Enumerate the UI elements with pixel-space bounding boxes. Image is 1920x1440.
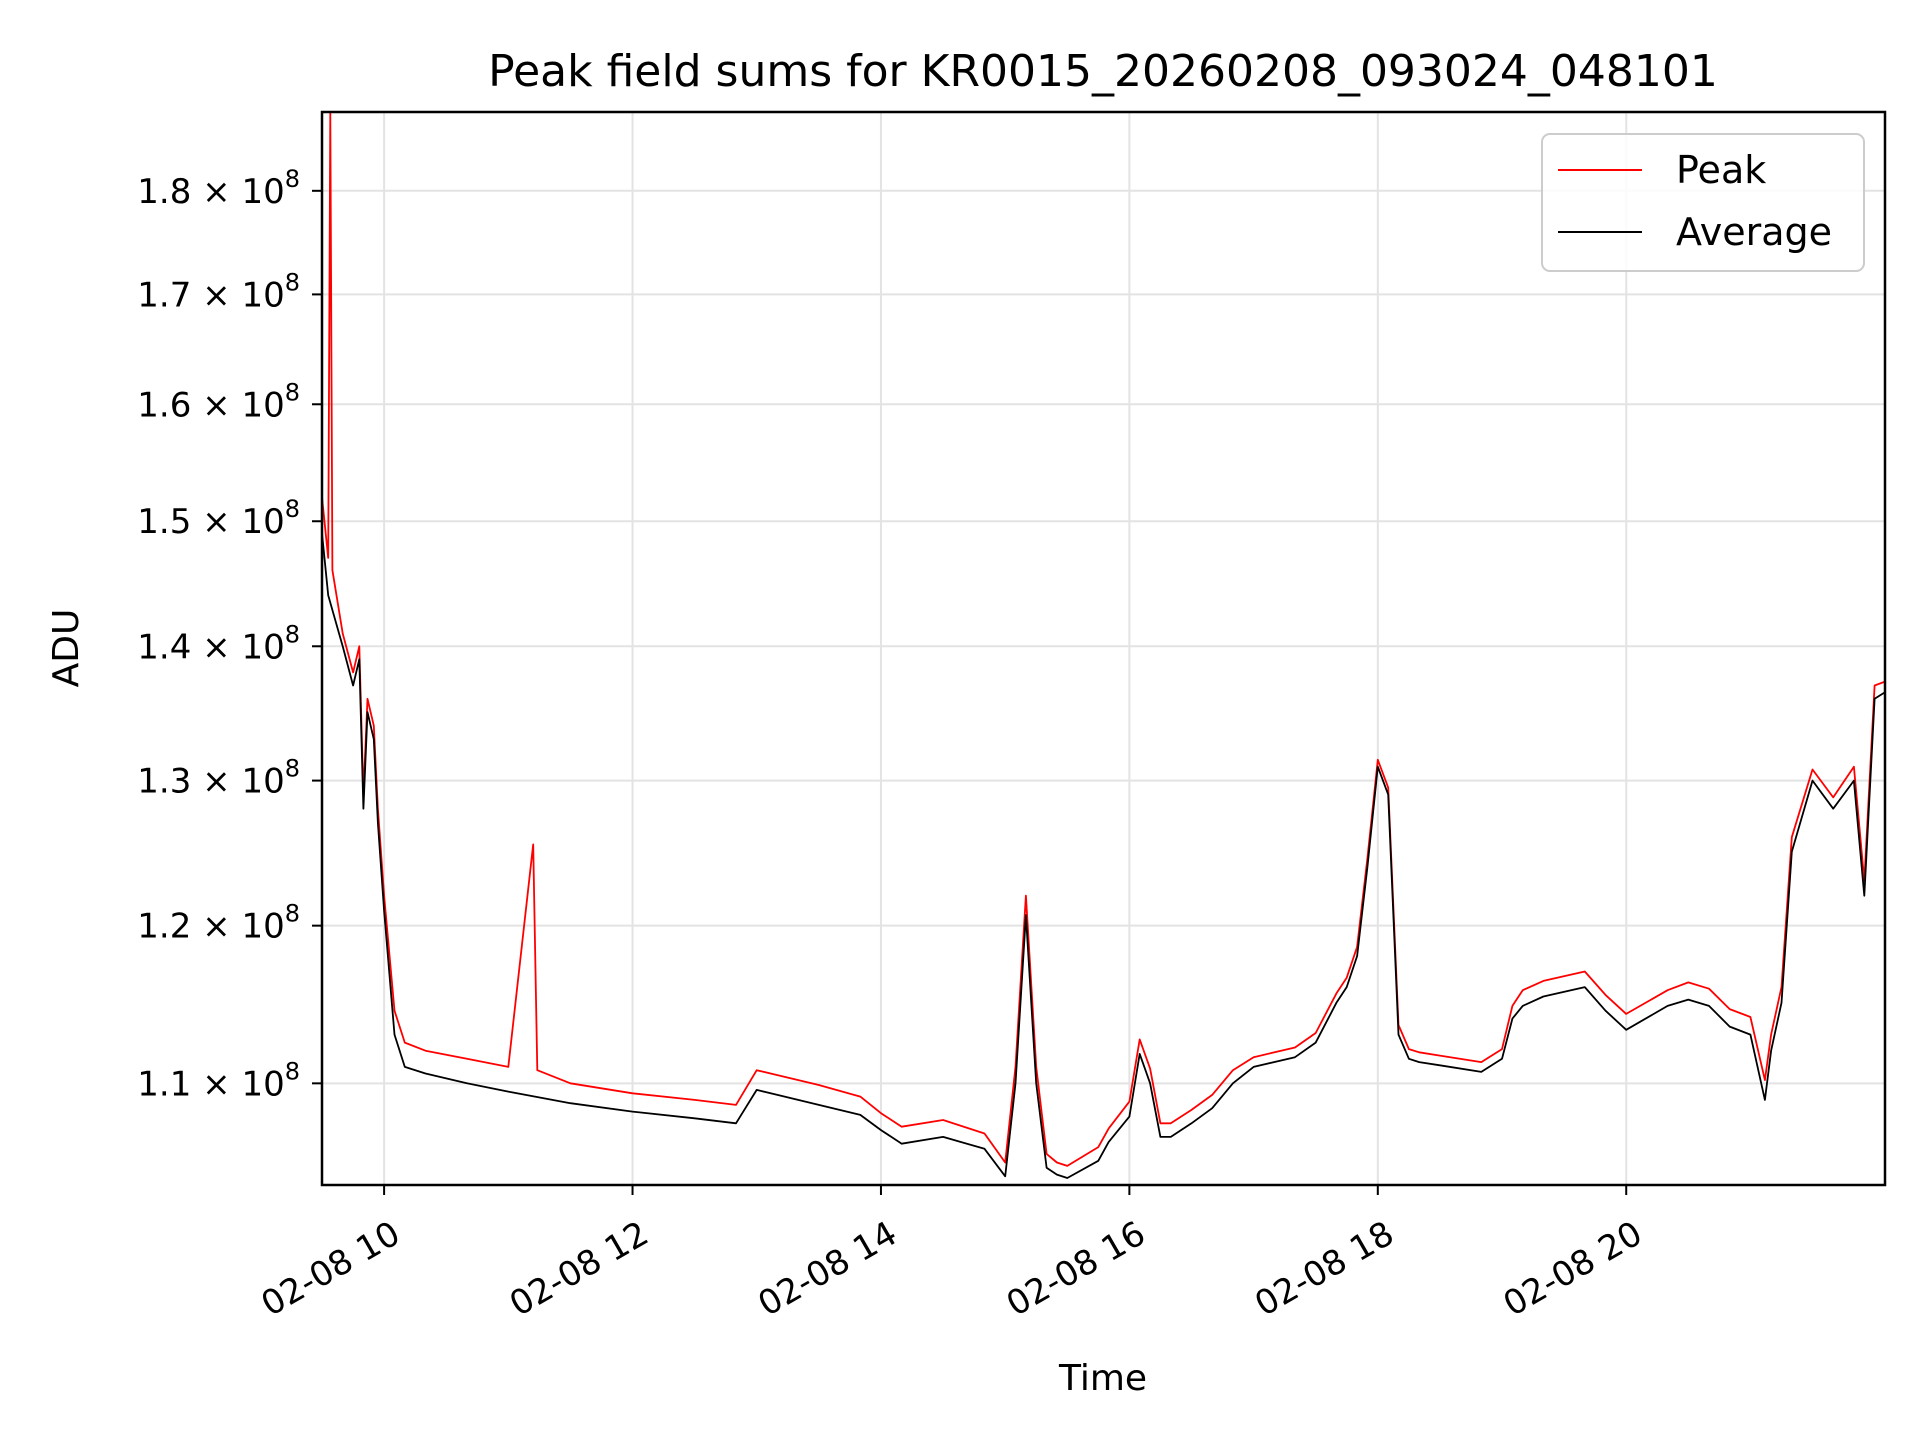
plot-frame bbox=[320, 110, 1887, 1187]
y-tick-times: × bbox=[191, 385, 241, 425]
y-tick-exponent: 8 bbox=[285, 755, 300, 783]
chart-title: Peak field sums for KR0015_20260208_0930… bbox=[488, 46, 1718, 97]
y-tick-times: × bbox=[191, 627, 241, 667]
y-tick-base: 10 bbox=[241, 385, 284, 425]
y-tick-exponent: 8 bbox=[285, 900, 300, 928]
y-tick-exponent: 8 bbox=[285, 165, 300, 193]
y-tick-mantissa: 1.4 bbox=[137, 627, 191, 667]
y-tick-base: 10 bbox=[241, 907, 284, 947]
y-tick-label: 1.8 × 108 bbox=[137, 165, 300, 212]
series-line-peak bbox=[321, 111, 1886, 1167]
y-tick-mantissa: 1.5 bbox=[137, 502, 191, 542]
series-layer bbox=[321, 111, 1886, 1179]
y-tick-exponent: 8 bbox=[285, 620, 300, 648]
y-tick-exponent: 8 bbox=[285, 495, 300, 523]
y-tick-base: 10 bbox=[241, 627, 284, 667]
y-tick-times: × bbox=[191, 502, 241, 542]
legend-label-average: Average bbox=[1676, 210, 1832, 254]
y-tick-exponent: 8 bbox=[285, 378, 300, 406]
series-line-average bbox=[321, 533, 1886, 1179]
legend-box bbox=[1541, 133, 1865, 272]
y-tick-base: 10 bbox=[241, 1064, 284, 1104]
y-tick-times: × bbox=[191, 1064, 241, 1104]
legend-label-peak: Peak bbox=[1676, 148, 1766, 192]
y-tick-label: 1.6 × 108 bbox=[137, 378, 300, 425]
y-tick-mantissa: 1.1 bbox=[137, 1064, 191, 1104]
y-tick-times: × bbox=[191, 762, 241, 802]
y-tick-times: × bbox=[191, 172, 241, 212]
y-tick-label: 1.2 × 108 bbox=[137, 900, 300, 947]
y-tick-exponent: 8 bbox=[285, 1057, 300, 1085]
y-tick-mantissa: 1.3 bbox=[137, 762, 191, 802]
y-tick-exponent: 8 bbox=[285, 268, 300, 296]
y-axis-label: ADU bbox=[46, 609, 87, 688]
y-tick-label: 1.3 × 108 bbox=[137, 755, 300, 802]
grid bbox=[322, 112, 1885, 1185]
y-tick-label: 1.1 × 108 bbox=[137, 1057, 300, 1104]
y-tick-mantissa: 1.6 bbox=[137, 385, 191, 425]
y-tick-label: 1.5 × 108 bbox=[137, 495, 300, 542]
y-tick-base: 10 bbox=[241, 762, 284, 802]
y-tick-base: 10 bbox=[241, 275, 284, 315]
y-tick-mantissa: 1.7 bbox=[137, 275, 191, 315]
y-tick-base: 10 bbox=[241, 502, 284, 542]
y-tick-label: 1.7 × 108 bbox=[137, 268, 300, 315]
legend: Peak Average bbox=[1541, 133, 1865, 272]
y-tick-base: 10 bbox=[241, 172, 284, 212]
y-tick-times: × bbox=[191, 275, 241, 315]
y-tick-label: 1.4 × 108 bbox=[137, 620, 300, 667]
x-axis-label: Time bbox=[1058, 1358, 1147, 1399]
y-tick-mantissa: 1.2 bbox=[137, 907, 191, 947]
y-tick-times: × bbox=[191, 907, 241, 947]
y-tick-mantissa: 1.8 bbox=[137, 172, 191, 212]
